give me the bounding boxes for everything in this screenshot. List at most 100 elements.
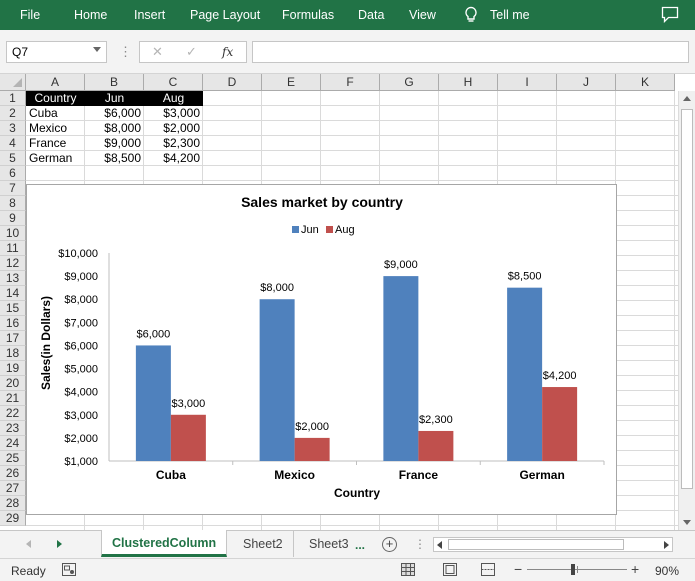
x-icon[interactable]: ✕ (152, 44, 163, 59)
cell-c5[interactable]: $4,200 (163, 151, 200, 165)
row-header-17[interactable]: 17 (0, 331, 26, 346)
menu-page-layout[interactable]: Page Layout (190, 8, 261, 22)
row-header-4[interactable]: 4 (0, 136, 26, 151)
clustered-column-chart[interactable]: Sales market by country Jun Aug Sales(in … (26, 184, 617, 515)
cell-b3[interactable]: $8,000 (104, 121, 141, 135)
chevron-down-icon[interactable] (93, 47, 101, 52)
menu-file[interactable]: File (20, 8, 41, 22)
column-header-k[interactable]: K (616, 74, 675, 91)
menu-formulas[interactable]: Formulas (282, 8, 335, 22)
cell-c3[interactable]: $2,000 (163, 121, 200, 135)
horizontal-scrollbar[interactable] (433, 537, 673, 552)
column-header-j[interactable]: J (557, 74, 616, 91)
column-header-h[interactable]: H (439, 74, 498, 91)
bar-jun-german[interactable] (507, 287, 543, 461)
tab-sheet2[interactable]: Sheet2 (233, 531, 294, 557)
cell-a2[interactable]: Cuba (29, 106, 58, 120)
formula-input[interactable] (252, 41, 689, 63)
name-box[interactable]: Q7 (6, 41, 107, 63)
column-header-e[interactable]: E (262, 74, 321, 91)
row-header-25[interactable]: 25 (0, 451, 26, 466)
cell-a4[interactable]: France (29, 136, 67, 150)
row-header-1[interactable]: 1 (0, 91, 26, 106)
menu-view[interactable]: View (409, 8, 436, 22)
bar-aug-mexico[interactable] (294, 437, 330, 461)
column-header-g[interactable]: G (380, 74, 439, 91)
row-header-11[interactable]: 11 (0, 241, 26, 256)
scroll-thumb[interactable] (681, 109, 693, 489)
row-header-24[interactable]: 24 (0, 436, 26, 451)
bar-jun-mexico[interactable] (259, 299, 295, 461)
cell-a1[interactable]: Country (26, 91, 85, 106)
column-header-i[interactable]: I (498, 74, 557, 91)
page-layout-view-icon[interactable] (443, 563, 457, 576)
column-header-a[interactable]: A (26, 74, 85, 91)
tab-clusteredcolumn[interactable]: ClusteredColumn (101, 530, 228, 557)
scroll-down-icon[interactable] (683, 520, 691, 525)
scroll-right-icon[interactable] (664, 541, 669, 549)
bar-jun-france[interactable] (383, 276, 419, 461)
row-header-13[interactable]: 13 (0, 271, 26, 286)
row-header-3[interactable]: 3 (0, 121, 26, 136)
more-sheets-button[interactable]: ... (355, 538, 366, 552)
row-header-12[interactable]: 12 (0, 256, 26, 271)
scroll-thumb[interactable] (448, 539, 624, 550)
row-header-9[interactable]: 9 (0, 211, 26, 226)
add-sheet-icon[interactable]: + (382, 537, 397, 552)
row-header-15[interactable]: 15 (0, 301, 26, 316)
comment-icon[interactable] (661, 6, 679, 23)
column-header-f[interactable]: F (321, 74, 380, 91)
cell-b1[interactable]: Jun (85, 91, 144, 106)
cell-b2[interactable]: $6,000 (104, 106, 141, 120)
row-header-22[interactable]: 22 (0, 406, 26, 421)
row-header-16[interactable]: 16 (0, 316, 26, 331)
scroll-left-icon[interactable] (437, 541, 442, 549)
row-header-20[interactable]: 20 (0, 376, 26, 391)
select-all-button[interactable] (0, 74, 26, 91)
row-header-28[interactable]: 28 (0, 496, 26, 511)
cell-c1[interactable]: Aug (144, 91, 203, 106)
column-header-b[interactable]: B (85, 74, 144, 91)
row-header-10[interactable]: 10 (0, 226, 26, 241)
row-header-19[interactable]: 19 (0, 361, 26, 376)
row-header-14[interactable]: 14 (0, 286, 26, 301)
row-header-26[interactable]: 26 (0, 466, 26, 481)
zoom-slider-thumb[interactable] (571, 564, 575, 575)
cell-c4[interactable]: $2,300 (163, 136, 200, 150)
vertical-scrollbar[interactable] (678, 91, 695, 530)
page-break-view-icon[interactable] (481, 563, 495, 576)
scroll-up-icon[interactable] (683, 96, 691, 101)
tab-next-icon[interactable] (57, 540, 62, 548)
macro-record-icon[interactable] (62, 563, 76, 576)
menu-data[interactable]: Data (358, 8, 385, 22)
bar-aug-france[interactable] (418, 430, 454, 461)
row-header-6[interactable]: 6 (0, 166, 26, 181)
row-header-21[interactable]: 21 (0, 391, 26, 406)
cell-a3[interactable]: Mexico (29, 121, 68, 135)
row-header-8[interactable]: 8 (0, 196, 26, 211)
cell-c2[interactable]: $3,000 (163, 106, 200, 120)
row-header-29[interactable]: 29 (0, 511, 26, 526)
zoom-out-button[interactable]: − (514, 561, 523, 577)
check-icon[interactable]: ✓ (186, 44, 197, 59)
zoom-level[interactable]: 90% (655, 564, 680, 578)
cell-a5[interactable]: German (29, 151, 73, 165)
bar-jun-cuba[interactable] (135, 345, 171, 461)
column-header-d[interactable]: D (203, 74, 262, 91)
zoom-in-button[interactable]: + (631, 561, 640, 577)
bar-aug-german[interactable] (542, 387, 578, 461)
row-header-27[interactable]: 27 (0, 481, 26, 496)
bar-aug-cuba[interactable] (170, 414, 206, 461)
row-header-7[interactable]: 7 (0, 181, 26, 196)
menu-home[interactable]: Home (74, 8, 108, 22)
column-header-c[interactable]: C (144, 74, 203, 91)
cell-b4[interactable]: $9,000 (104, 136, 141, 150)
menu-insert[interactable]: Insert (134, 8, 166, 22)
row-header-2[interactable]: 2 (0, 106, 26, 121)
lightbulb-icon[interactable] (463, 6, 479, 24)
row-header-18[interactable]: 18 (0, 346, 26, 361)
splitter-icon[interactable]: ⋮ (414, 537, 426, 551)
insert-function-button[interactable]: fx (222, 45, 234, 59)
tab-sheet3[interactable]: Sheet3 (309, 537, 349, 551)
